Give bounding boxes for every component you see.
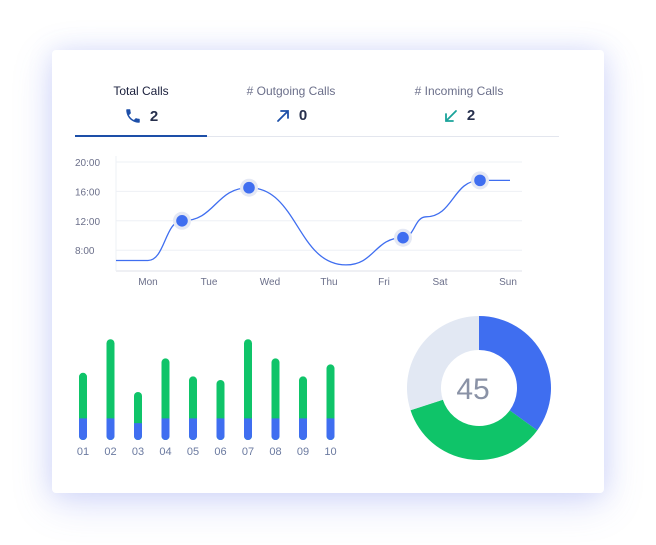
series-line [115,179,510,266]
bar-segment-blue-top [134,423,142,428]
total-calls-value: 2 [149,107,159,125]
bar-category-label: 07 [242,446,254,458]
x-tick-label: Mon [138,277,157,288]
bar-segment-blue [244,418,252,440]
bar-category-label: 03 [132,446,144,458]
y-tick-label: 12:00 [75,217,100,228]
outgoing-calls-value: 0 [298,107,308,124]
bar-segment-blue [134,423,142,440]
data-point [176,215,188,227]
active-tab-indicator [75,135,207,137]
incoming-calls-value: 2 [466,107,476,124]
calls-tabs: Total Calls 2 # Outgoing Calls 0 # Incom… [75,50,559,137]
bar-category-label: 06 [214,446,226,458]
y-tick-label: 16:00 [75,187,100,198]
bar-segment-blue [216,418,225,440]
x-tick-label: Wed [260,277,280,288]
bar-chart: 01 02 03 04 05 06 07 08 09 10 [77,339,337,458]
tab-incoming-calls-label: # Incoming Calls [414,84,504,98]
bar-segment-green [106,339,115,440]
bar-category-label: 05 [187,446,199,458]
bar-category-label: 01 [77,446,89,458]
phone-icon [124,107,142,125]
data-point [397,231,409,244]
bar-category-label: 10 [324,446,336,458]
donut-slice [410,399,538,460]
bar-category-label: 02 [104,446,116,458]
x-tick-label: Fri [378,277,390,288]
bar-segment-blue-top [271,418,280,423]
donut-slice [406,316,479,411]
bar-segment-blue [161,418,170,440]
bar-segment-blue-top [244,418,252,423]
x-tick-label: Sat [432,277,447,288]
tab-total-calls[interactable]: Total Calls 2 [75,50,207,136]
bar-category-label: 04 [159,446,171,458]
tab-outgoing-calls-label: # Outgoing Calls [246,84,336,98]
arrow-down-left-icon [443,108,459,124]
bar-category-label: 09 [297,446,309,458]
bar-segment-blue [326,418,335,440]
y-tick-label: 20:00 [75,158,100,169]
x-tick-label: Tue [201,277,218,288]
bar-segment-blue-top [79,418,87,423]
bar-segment-blue [299,418,307,440]
tab-total-calls-label: Total Calls [113,84,169,98]
bar-segment-blue-top [161,418,170,423]
bar-segment-blue-top [326,418,335,423]
bar-segment-green [244,339,252,440]
data-point [243,181,255,194]
y-tick-label: 8:00 [75,246,95,257]
donut-chart: 45 [406,316,552,460]
bar-segment-blue-top [189,418,197,423]
bar-segment-blue-top [216,418,225,423]
x-tick-label: Thu [320,277,337,288]
bar-category-label: 08 [269,446,281,458]
line-chart: 20:00 16:00 12:00 8:00 Mon Tue Wed Thu Fri Sat Sun [75,156,522,288]
bar-segment-blue [106,418,115,440]
donut-center-value: 45 [456,373,489,406]
tab-incoming-calls[interactable]: # Incoming Calls 2 [393,50,525,136]
bar-segment-blue [79,418,87,440]
donut-slice [479,316,552,431]
data-point [474,174,486,187]
bar-segment-blue-top [106,418,115,423]
x-tick-label: Sun [499,277,517,288]
bar-segment-blue-top [299,418,307,423]
bar-segment-blue [271,418,280,440]
arrow-up-right-icon [275,108,291,124]
bar-segment-blue [189,418,197,440]
tab-outgoing-calls[interactable]: # Outgoing Calls 0 [225,50,357,136]
